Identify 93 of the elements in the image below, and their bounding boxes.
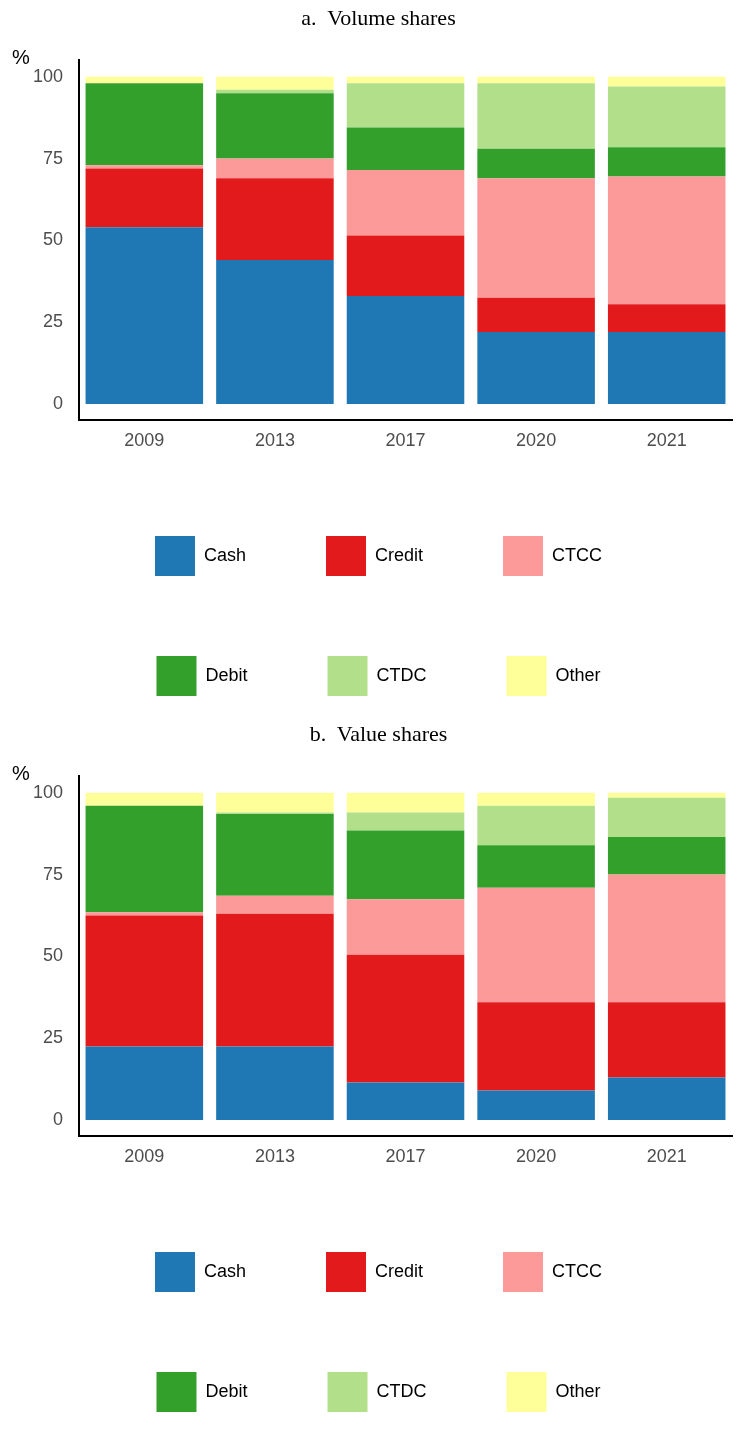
bar (477, 178, 595, 298)
bar (85, 165, 204, 169)
bar (477, 332, 595, 405)
legend-label: Credit (375, 544, 424, 565)
x-tick-label: 2017 (385, 1146, 426, 1167)
bar (607, 874, 726, 1003)
bar (607, 792, 726, 798)
bar (85, 915, 204, 1047)
bar (607, 86, 726, 148)
bar (216, 814, 334, 896)
bar (346, 76, 465, 84)
bar (477, 792, 595, 806)
bar (477, 1002, 595, 1091)
bar (216, 792, 334, 813)
y-tick-label: 0 (53, 1109, 64, 1130)
x-tick-label: 2021 (646, 1146, 687, 1167)
legend-label: Cash (203, 1260, 247, 1281)
bar (346, 812, 465, 831)
y-tick-label: 50 (43, 229, 64, 250)
y-tick-label: 25 (43, 1027, 64, 1048)
bar (85, 792, 204, 806)
bar (607, 836, 726, 875)
bar (607, 1077, 726, 1121)
legend-label: CTDC (376, 664, 427, 685)
y-tick-label: 75 (43, 147, 64, 168)
bar (216, 1046, 334, 1121)
bar (346, 792, 465, 813)
bar (607, 304, 726, 333)
y-tick-label: 100 (32, 781, 64, 802)
y-axis-title: % (12, 761, 30, 784)
bar (607, 147, 726, 177)
bar (85, 83, 204, 166)
bar (216, 93, 334, 159)
bar (477, 805, 595, 846)
bar (477, 76, 595, 84)
x-tick-label: 2020 (516, 1146, 557, 1167)
y-tick-label: 75 (43, 863, 64, 884)
bar (346, 830, 465, 900)
legend-label: Debit (205, 664, 248, 685)
legend-label: Credit (375, 1260, 424, 1281)
legend-label: Cash (203, 544, 247, 565)
y-tick-label: 0 (53, 393, 64, 414)
y-tick-label: 50 (43, 945, 64, 966)
legend-label: Debit (205, 1380, 248, 1401)
bar (477, 1090, 595, 1121)
chart-title: b. Value shares (309, 720, 448, 746)
bar (346, 1082, 465, 1121)
bar (607, 332, 726, 405)
bar (85, 76, 204, 84)
bar (85, 227, 204, 405)
bar (477, 83, 595, 149)
bar (216, 260, 334, 405)
x-tick-label: 2021 (646, 430, 687, 451)
legend-label: CTCC (552, 544, 603, 565)
legend-label: CTCC (552, 1260, 603, 1281)
bar (477, 845, 595, 888)
bar (346, 83, 465, 128)
bar (85, 805, 204, 913)
x-tick-label: 2017 (385, 430, 426, 451)
bar (346, 170, 465, 236)
bar (346, 954, 465, 1083)
bar (477, 297, 595, 333)
bar (346, 235, 465, 297)
y-tick-label: 100 (32, 65, 64, 86)
x-tick-label: 2009 (124, 430, 165, 451)
bar (216, 895, 334, 914)
y-axis-title: % (12, 45, 30, 68)
bar (477, 887, 595, 1003)
bar (85, 168, 204, 228)
bar (607, 176, 726, 305)
x-tick-label: 2009 (124, 1146, 165, 1167)
bar (346, 127, 465, 171)
bar (607, 1002, 726, 1078)
bar (85, 1046, 204, 1121)
x-tick-label: 2013 (254, 1146, 295, 1167)
bar (85, 912, 204, 916)
legend-label: Other (555, 664, 601, 685)
x-tick-label: 2020 (516, 430, 557, 451)
chart-title: a. Volume shares (301, 4, 456, 30)
bar (346, 296, 465, 405)
bar (216, 158, 334, 179)
x-tick-label: 2013 (254, 430, 295, 451)
y-tick-label: 25 (43, 311, 64, 332)
bar (216, 76, 334, 90)
bar (477, 148, 595, 179)
legend-label: CTDC (376, 1380, 427, 1401)
bar (216, 913, 334, 1047)
bar (607, 76, 726, 87)
bar (607, 797, 726, 837)
legend-label: Other (555, 1380, 601, 1401)
bar (216, 89, 334, 94)
bar (346, 899, 465, 955)
bar (216, 178, 334, 261)
